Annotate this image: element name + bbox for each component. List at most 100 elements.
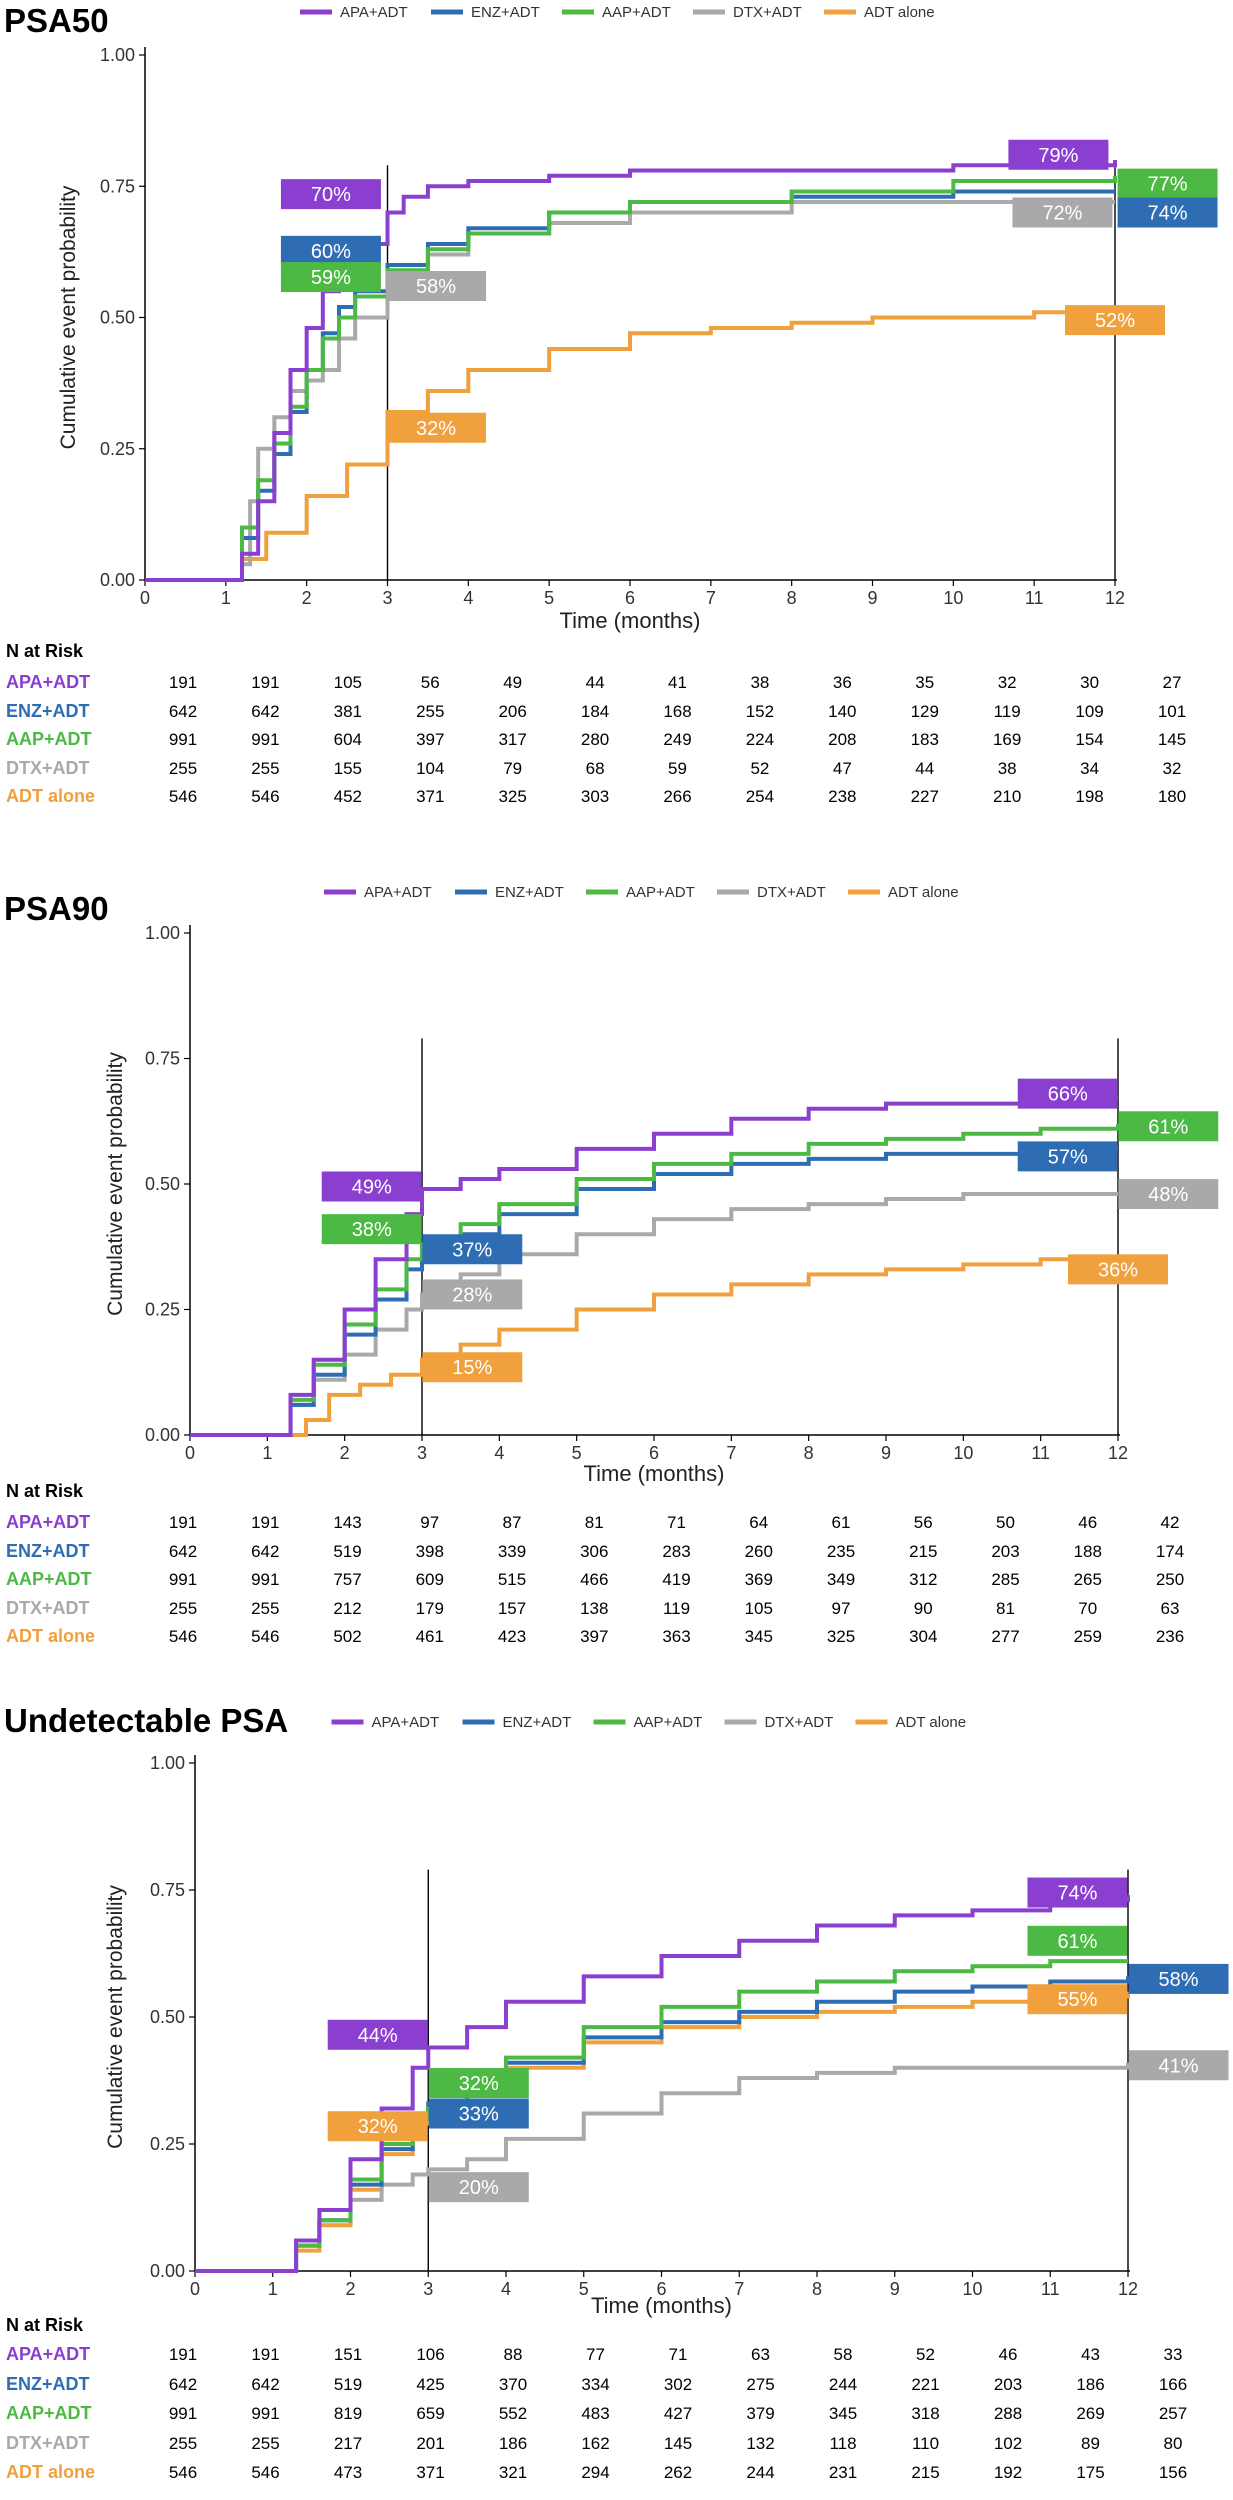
series-line-dtx-adt (190, 1192, 1118, 1437)
risk-count: 334 (581, 2374, 610, 2394)
risk-count: 642 (251, 701, 280, 721)
legend-label: APA+ADT (372, 1714, 440, 1731)
risk-count: 212 (333, 1598, 362, 1618)
callout-label: 36% (1068, 1254, 1168, 1285)
callout-label: 61% (1118, 1111, 1219, 1142)
risk-count: 294 (581, 2463, 610, 2482)
legend-item: APA+ADT (331, 1714, 440, 1731)
risk-count: 90 (913, 1598, 933, 1618)
x-tick-label: 10 (953, 1443, 973, 1463)
series-line-aap-adt (145, 175, 1117, 582)
risk-count: 250 (1155, 1570, 1185, 1589)
risk-count: 203 (993, 2374, 1023, 2394)
risk-count: 318 (911, 2404, 940, 2423)
risk-row-label: DTX+ADT (6, 2432, 90, 2453)
legend-label: ENZ+ADT (471, 4, 540, 21)
risk-count: 238 (828, 787, 857, 806)
risk-count: 483 (581, 2404, 610, 2423)
series-line-apa-adt (195, 1895, 1130, 2273)
risk-count: 304 (909, 1627, 938, 1646)
callout-text: 72% (1042, 203, 1082, 225)
x-tick-label: 4 (463, 588, 473, 608)
y-axis-label: Cumulative event probability (57, 185, 80, 449)
legend-item: DTX+ADT (693, 4, 802, 21)
risk-count: 269 (1076, 2404, 1105, 2423)
legend: APA+ADT ENZ+ADT AAP+ADT DTX+ADT ADT alone (300, 4, 935, 21)
risk-count: 552 (498, 2404, 528, 2423)
risk-count: 88 (503, 2345, 523, 2364)
risk-count: 174 (1155, 1541, 1185, 1561)
risk-count: 325 (826, 1627, 856, 1646)
risk-count: 71 (668, 2345, 688, 2364)
risk-count: 191 (251, 1513, 280, 1532)
risk-count: 339 (497, 1541, 527, 1561)
legend-item: AAP+ADT (593, 1714, 703, 1731)
legend-label: AAP+ADT (602, 4, 671, 21)
series-line-dtx-adt (145, 200, 1115, 582)
callout-box (321, 1171, 422, 1202)
panel-title: PSA90 (4, 890, 109, 927)
x-tick-label: 12 (1118, 2279, 1138, 2299)
risk-count: 370 (498, 2374, 528, 2394)
legend-item: ADT alone (824, 4, 935, 21)
risk-count: 132 (746, 2433, 775, 2453)
risk-count: 191 (251, 673, 280, 692)
risk-count: 35 (915, 673, 935, 692)
callout-label: 70% (280, 179, 381, 210)
psa50-chart: APA+ADT ENZ+ADT AAP+ADT DTX+ADT ADT alone 0.0… (57, 4, 1218, 633)
x-tick-label: 7 (734, 2279, 744, 2299)
risk-count: 255 (168, 2433, 198, 2453)
x-tick-label: 2 (340, 1443, 350, 1463)
x-tick-label: 10 (962, 2279, 982, 2299)
psa90-panel: PSA90 APA+ADT ENZ+ADT AAP+ADT DTX+ADT ADT al… (0, 870, 1233, 1700)
x-tick-label: 0 (185, 1443, 195, 1463)
callout-label: 41% (1128, 2050, 1229, 2081)
risk-count: 43 (1081, 2345, 1100, 2364)
y-axis-label: Cumulative event probability (104, 1052, 127, 1316)
callout-box (1027, 1925, 1128, 1956)
x-tick-label: 5 (579, 2279, 589, 2299)
risk-row-label: DTX+ADT (6, 757, 90, 778)
risk-count: 659 (416, 2404, 445, 2423)
axes: 0.000.250.500.751.000 1 2 3 4 5 6 7 8 9 10 11 12Time… (57, 45, 1125, 633)
risk-count: 397 (416, 730, 445, 749)
risk-count: 105 (333, 673, 363, 692)
x-tick-label: 12 (1105, 588, 1125, 608)
risk-count: 97 (420, 1513, 440, 1532)
risk-count: 106 (416, 2345, 445, 2364)
risk-count: 87 (502, 1513, 522, 1532)
callout-label: 59% (280, 262, 381, 293)
legend-label: AAP+ADT (634, 1714, 703, 1731)
risk-count: 183 (910, 730, 939, 749)
risk-count: 461 (415, 1627, 444, 1646)
series-line-aap-adt (190, 1123, 1120, 1437)
risk-row-label: APA+ADT (6, 2344, 91, 2364)
risk-count: 642 (168, 1541, 198, 1561)
callout-box (422, 1234, 523, 1265)
callout-box (280, 235, 381, 266)
risk-count: 819 (333, 2404, 363, 2423)
legend-label: APA+ADT (340, 4, 408, 21)
x-tick-label: 5 (572, 1443, 582, 1463)
undetectable-psa-chart: APA+ADT ENZ+ADT AAP+ADT DTX+ADT ADT alone 0.0… (104, 1714, 1229, 2318)
callout-box (1017, 1141, 1118, 1172)
y-tick-label: 0.00 (150, 2261, 185, 2281)
callout-text: 52% (1095, 310, 1135, 332)
callout-text: 74% (1057, 1883, 1097, 1905)
risk-count: 502 (333, 1627, 362, 1646)
risk-count: 262 (663, 2463, 693, 2482)
risk-count: 56 (913, 1513, 933, 1532)
x-tick-label: 1 (268, 2279, 278, 2299)
callout-label: 15% (422, 1352, 523, 1383)
legend-label: APA+ADT (364, 884, 432, 901)
callout-text: 77% (1148, 174, 1188, 196)
x-tick-label: 3 (423, 2279, 433, 2299)
callout-text: 48% (1148, 1184, 1188, 1206)
callout-label: 77% (1117, 168, 1218, 199)
callout-label: 72% (1012, 197, 1113, 228)
callout-text: 59% (311, 267, 351, 289)
callout-box (428, 2068, 529, 2099)
x-tick-label: 2 (302, 588, 312, 608)
risk-count: 423 (497, 1627, 527, 1646)
callout-box (386, 271, 486, 301)
